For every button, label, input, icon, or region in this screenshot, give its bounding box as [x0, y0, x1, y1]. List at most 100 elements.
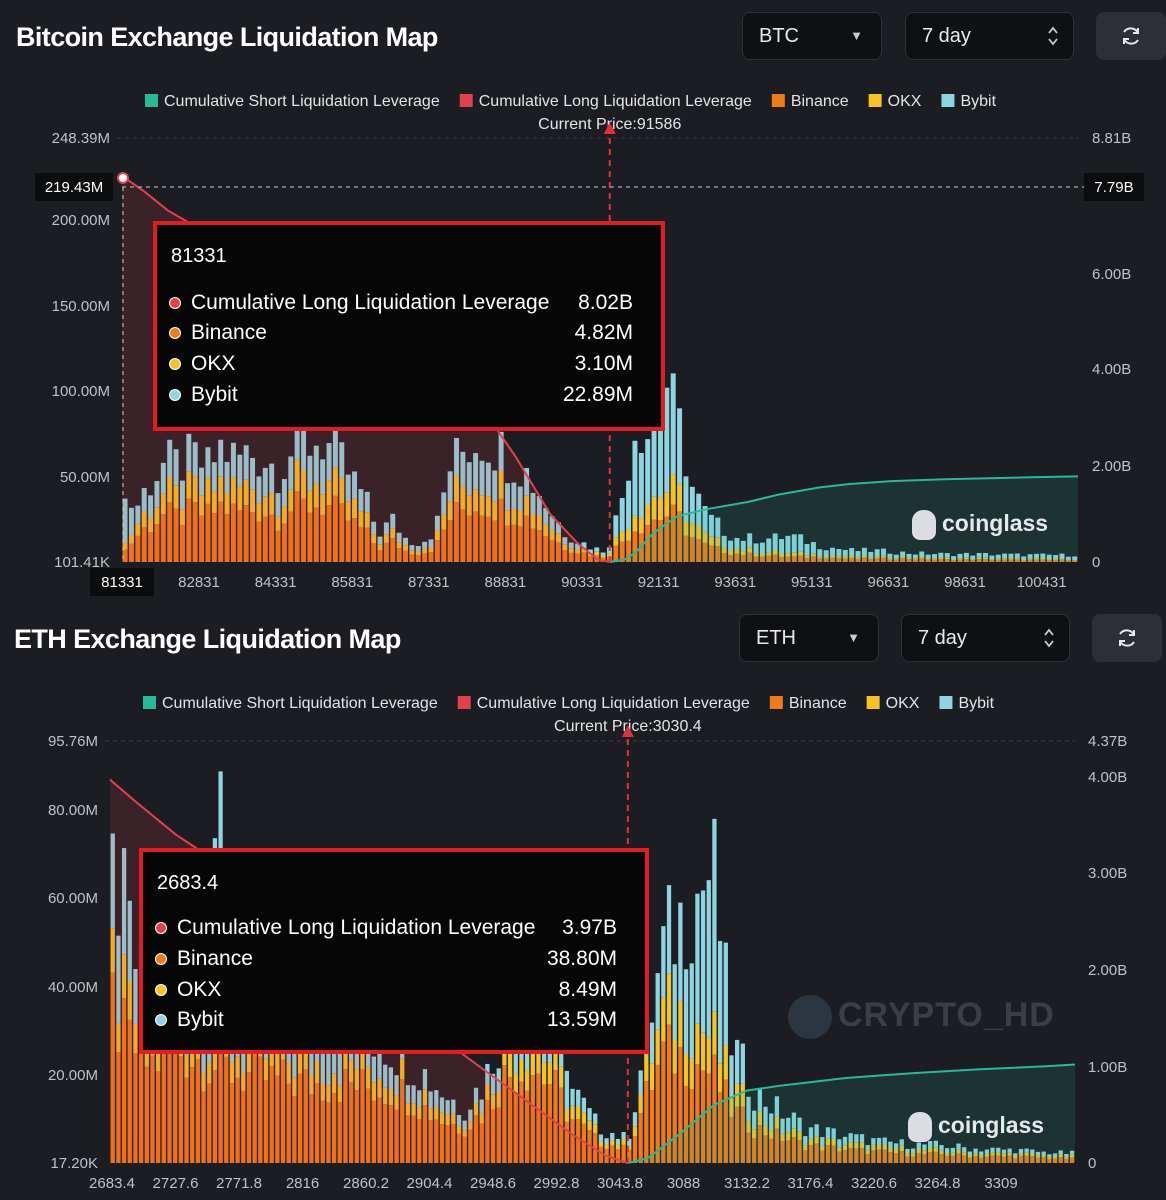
crosshair-point	[117, 172, 129, 184]
bar-okx	[621, 1139, 626, 1145]
bar-binance	[479, 1123, 484, 1163]
bar-binance	[337, 1102, 342, 1163]
bar-binance	[490, 1109, 496, 1163]
refresh-button[interactable]	[1092, 614, 1162, 662]
bar-bybit	[485, 1063, 490, 1085]
bar-okx	[808, 1138, 814, 1146]
bar-okx	[695, 1023, 700, 1065]
chart-tooltip: 2683.4 Cumulative Long Liquidation Lever…	[139, 848, 649, 1054]
bar-bybit	[205, 447, 211, 479]
bar-binance	[774, 1128, 780, 1163]
bar-binance	[542, 1084, 547, 1163]
bar-bybit	[855, 551, 861, 558]
bar-okx	[286, 1062, 291, 1084]
current-price-arrow	[603, 122, 616, 134]
bar-binance	[919, 558, 925, 562]
bar-okx	[859, 1142, 865, 1149]
bar-binance	[229, 1083, 235, 1163]
bar-bybit	[922, 1144, 927, 1151]
bar-okx	[696, 526, 702, 539]
legend-swatch	[145, 94, 158, 107]
bar-okx	[536, 1048, 541, 1074]
bar-binance	[581, 552, 587, 562]
bar-okx	[865, 1150, 870, 1155]
bar-binance	[390, 538, 396, 562]
bar-bybit	[956, 1143, 961, 1150]
bar-binance	[576, 1119, 581, 1163]
bar-okx	[1059, 558, 1065, 560]
y-left-tick-label: 248.39M	[52, 130, 110, 147]
bar-binance	[632, 1136, 638, 1163]
bar-bybit	[888, 1141, 893, 1148]
bar-okx	[774, 1116, 780, 1129]
bar-okx	[371, 1082, 376, 1101]
bar-binance	[207, 1083, 212, 1163]
bar-bybit	[842, 1136, 848, 1146]
bar-bybit	[859, 1134, 865, 1143]
bar-okx	[485, 496, 491, 517]
bar-bybit	[524, 468, 530, 496]
bar-binance	[230, 503, 236, 562]
bar-okx	[301, 470, 307, 499]
bar-binance	[785, 556, 791, 562]
bar-okx	[791, 552, 797, 557]
bar-bybit	[632, 1112, 638, 1127]
bar-binance	[887, 559, 893, 562]
bar-bybit	[976, 552, 982, 558]
bar-okx	[661, 997, 666, 1042]
up-down-chevrons-icon	[1044, 628, 1054, 648]
bar-bybit	[735, 1039, 740, 1084]
bar-binance	[543, 536, 549, 562]
bar-bybit	[627, 1138, 632, 1146]
period-select[interactable]: 7 day	[905, 12, 1074, 60]
bar-okx	[951, 559, 957, 561]
bar-binance	[263, 1080, 269, 1163]
bar-bybit	[1058, 1150, 1063, 1155]
y-left-tick-label: 95.76M	[48, 733, 98, 750]
bar-okx	[127, 981, 132, 1020]
bar-bybit	[695, 893, 700, 1024]
bar-binance	[780, 1141, 785, 1163]
bar-binance	[530, 1075, 535, 1163]
bar-binance	[837, 1151, 842, 1163]
bar-okx	[377, 1078, 382, 1098]
bar-binance	[854, 1148, 859, 1163]
bar-binance	[638, 533, 644, 562]
bar-bybit	[199, 467, 205, 496]
bar-okx	[820, 1145, 825, 1151]
bar-okx	[403, 545, 408, 551]
bar-bybit	[810, 542, 816, 554]
bar-okx	[881, 555, 886, 558]
tooltip-row: OKX 8.49M	[155, 978, 617, 1004]
bar-okx	[587, 553, 593, 557]
period-select[interactable]: 7 day	[901, 614, 1070, 662]
bar-okx	[388, 1089, 394, 1106]
bar-binance	[990, 1155, 995, 1163]
bar-okx	[320, 1083, 325, 1101]
bar-okx	[649, 1063, 655, 1091]
coin-select[interactable]: BTC ▼	[742, 12, 882, 60]
refresh-button[interactable]	[1096, 12, 1166, 60]
bar-okx	[759, 554, 765, 557]
bar-binance	[447, 520, 453, 562]
bar-okx	[740, 1083, 745, 1107]
bar-bybit	[797, 1117, 802, 1132]
coin-select[interactable]: ETH ▼	[739, 614, 879, 662]
period-select-value: 7 day	[918, 627, 967, 649]
short-cumulative-line	[627, 1063, 1076, 1164]
bar-bybit	[377, 536, 383, 545]
bar-bybit	[689, 486, 695, 524]
bar-okx	[644, 1050, 649, 1082]
bar-okx	[945, 1153, 950, 1156]
bar-okx	[110, 928, 115, 973]
y-right-tick-label: 4.37B	[1088, 733, 1127, 750]
bar-binance	[1018, 1155, 1024, 1163]
bar-binance	[899, 1151, 904, 1163]
bar-bybit	[715, 517, 721, 538]
bar-bybit	[1047, 1154, 1052, 1158]
bar-okx	[547, 1062, 552, 1085]
bar-bybit	[1040, 553, 1046, 559]
bar-bybit	[326, 443, 332, 481]
bar-binance	[110, 972, 115, 1163]
bar-binance	[967, 1157, 973, 1163]
